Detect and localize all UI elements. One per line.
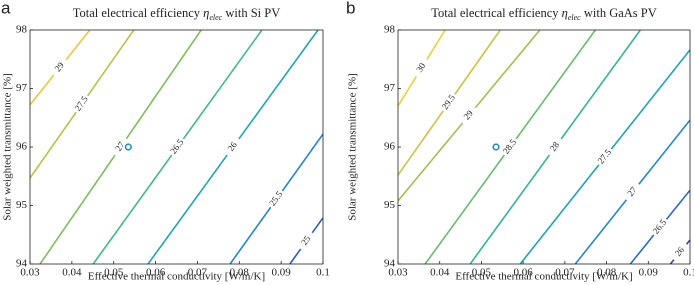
- contour-label-bg: [411, 56, 432, 80]
- x-tick-label: 0.08: [230, 267, 250, 279]
- contour-label-bg: [499, 135, 521, 159]
- contour-label-group: 25: [295, 229, 318, 253]
- design-point: [492, 143, 500, 151]
- title-part: with Si PV: [222, 6, 280, 20]
- contour-label-bg: [222, 135, 244, 159]
- design-point: [124, 143, 132, 151]
- title-part: with GaAs PV: [581, 6, 657, 20]
- y-tick-label: 95: [384, 199, 396, 211]
- contour-label-group: 30: [411, 56, 432, 80]
- contour-label-bg: [594, 145, 617, 169]
- panel-letter: a: [1, 0, 11, 17]
- x-tick-label: 0.03: [20, 267, 40, 279]
- contour-label-bg: [48, 55, 71, 79]
- contour-label-bg: [621, 180, 644, 204]
- x-tick-label: 0.1: [683, 267, 694, 279]
- chart-panel: b Total electrical efficiency ηelec with …: [346, 0, 694, 283]
- contour-label-group: 26.5: [166, 135, 189, 159]
- title-part: Total electrical efficiency: [73, 6, 203, 20]
- x-tick-label: 0.08: [597, 267, 617, 279]
- y-tick-label: 94: [384, 258, 396, 270]
- contour-label-group: 27.5: [71, 92, 93, 116]
- contour-label-group: 26.5: [649, 215, 672, 239]
- contour-label-group: 28.5: [499, 135, 521, 159]
- contour-label-group: 28: [544, 135, 566, 159]
- chart-panel: a Total electrical efficiency ηelec with …: [1, 0, 330, 283]
- panel-letter: b: [346, 0, 355, 17]
- y-tick-label: 96: [16, 141, 28, 153]
- title-part: Total electrical efficiency: [431, 6, 561, 20]
- x-tick-label: 0.03: [388, 267, 408, 279]
- contour-label-bg: [438, 90, 460, 115]
- contour-label-bg: [457, 103, 480, 127]
- x-tick-label: 0.06: [514, 267, 534, 279]
- contour-label-bg: [649, 215, 672, 239]
- contour-label-group: 27: [621, 180, 644, 204]
- contour-label-group: 26: [669, 240, 690, 264]
- chart-title: Total electrical efficiency ηelec with S…: [73, 6, 281, 22]
- contour-label-bg: [110, 135, 132, 159]
- contour-label-group: 26: [222, 135, 244, 159]
- y-tick-label: 94: [16, 258, 28, 270]
- x-tick-label: 0.07: [555, 267, 575, 279]
- contour-label-group: 29: [457, 103, 480, 127]
- y-tick-label: 98: [16, 24, 28, 36]
- x-tick-label: 0.04: [430, 267, 450, 279]
- x-tick-label: 0.1: [316, 267, 330, 279]
- x-axis-label: Effective thermal conductivity [W/m/K]: [88, 271, 265, 283]
- contour-label-group: 27: [110, 135, 132, 159]
- x-tick-label: 0.04: [62, 267, 82, 279]
- contour-label-group: 29.5: [438, 90, 460, 115]
- contour-label-bg: [71, 92, 93, 116]
- y-axis-label: Solar weighted transmittance [%]: [347, 73, 359, 221]
- y-axis-label: Solar weighted transmittance [%]: [2, 73, 14, 221]
- y-tick-label: 97: [384, 82, 396, 94]
- y-tick-label: 96: [384, 141, 396, 153]
- contour-label-bg: [669, 240, 690, 264]
- x-tick-label: 0.09: [639, 267, 659, 279]
- x-tick-label: 0.09: [272, 267, 292, 279]
- y-tick-label: 98: [384, 24, 396, 36]
- x-tick-label: 0.05: [104, 267, 124, 279]
- contour-label-bg: [295, 229, 318, 253]
- x-axis-label: Effective thermal conductivity [W/m/K]: [455, 271, 632, 283]
- contour-label-group: 29: [48, 55, 71, 79]
- x-tick-label: 0.05: [472, 267, 492, 279]
- title-part: η: [562, 6, 568, 20]
- y-tick-label: 95: [16, 199, 28, 211]
- title-part: elec: [568, 13, 581, 22]
- contour-label-group: 27.5: [594, 145, 617, 169]
- contour-label-bg: [265, 187, 288, 211]
- y-tick-label: 97: [16, 82, 28, 94]
- title-part: elec: [209, 13, 222, 22]
- x-tick-label: 0.06: [146, 267, 166, 279]
- contour-label-bg: [544, 135, 566, 159]
- chart-title: Total electrical efficiency ηelec with G…: [431, 6, 657, 22]
- title-part: η: [203, 6, 209, 20]
- x-tick-label: 0.07: [188, 267, 208, 279]
- contour-label-group: 25.5: [265, 187, 288, 211]
- contour-label-bg: [166, 135, 189, 159]
